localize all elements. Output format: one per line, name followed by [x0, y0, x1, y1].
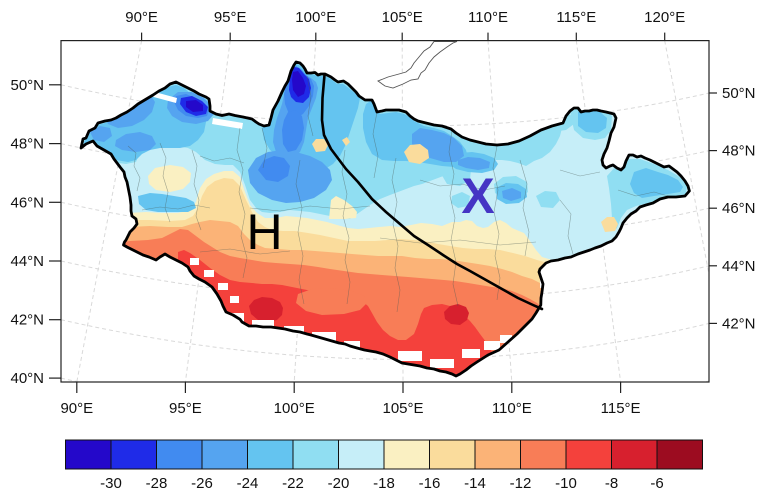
svg-text:90°E: 90°E	[60, 400, 93, 417]
svg-text:-30: -30	[100, 475, 122, 492]
svg-text:48°N: 48°N	[722, 143, 756, 160]
svg-text:-16: -16	[419, 475, 441, 492]
svg-text:-18: -18	[373, 475, 395, 492]
svg-text:115°E: 115°E	[556, 9, 596, 26]
svg-text:105°E: 105°E	[382, 9, 423, 26]
svg-text:50°N: 50°N	[10, 77, 44, 94]
svg-text:-6: -6	[650, 475, 663, 492]
svg-text:-8: -8	[605, 475, 618, 492]
svg-text:115°E: 115°E	[601, 400, 641, 417]
svg-text:X: X	[461, 168, 494, 224]
svg-text:120°E: 120°E	[644, 9, 685, 26]
svg-text:42°N: 42°N	[10, 312, 44, 329]
svg-text:42°N: 42°N	[722, 315, 756, 332]
svg-text:-14: -14	[464, 475, 486, 492]
svg-text:46°N: 46°N	[10, 194, 44, 211]
svg-text:100°E: 100°E	[274, 400, 315, 417]
svg-text:50°N: 50°N	[722, 85, 756, 102]
svg-text:44°N: 44°N	[722, 258, 756, 275]
svg-text:48°N: 48°N	[10, 136, 44, 153]
svg-text:-28: -28	[146, 475, 168, 492]
svg-text:95°E: 95°E	[214, 9, 247, 26]
svg-text:-24: -24	[237, 475, 259, 492]
svg-text:H: H	[246, 204, 282, 260]
svg-text:-20: -20	[328, 475, 350, 492]
svg-text:-10: -10	[555, 475, 577, 492]
svg-text:40°N: 40°N	[10, 370, 44, 387]
svg-text:105°E: 105°E	[382, 400, 423, 417]
svg-text:90°E: 90°E	[125, 9, 158, 26]
svg-text:-22: -22	[282, 475, 304, 492]
svg-text:-26: -26	[191, 475, 213, 492]
svg-text:110°E: 110°E	[492, 400, 532, 417]
svg-text:44°N: 44°N	[10, 253, 44, 270]
svg-text:46°N: 46°N	[722, 200, 756, 217]
svg-text:100°E: 100°E	[295, 9, 336, 26]
svg-text:-12: -12	[510, 475, 532, 492]
svg-text:110°E: 110°E	[468, 9, 508, 26]
svg-text:95°E: 95°E	[169, 400, 202, 417]
